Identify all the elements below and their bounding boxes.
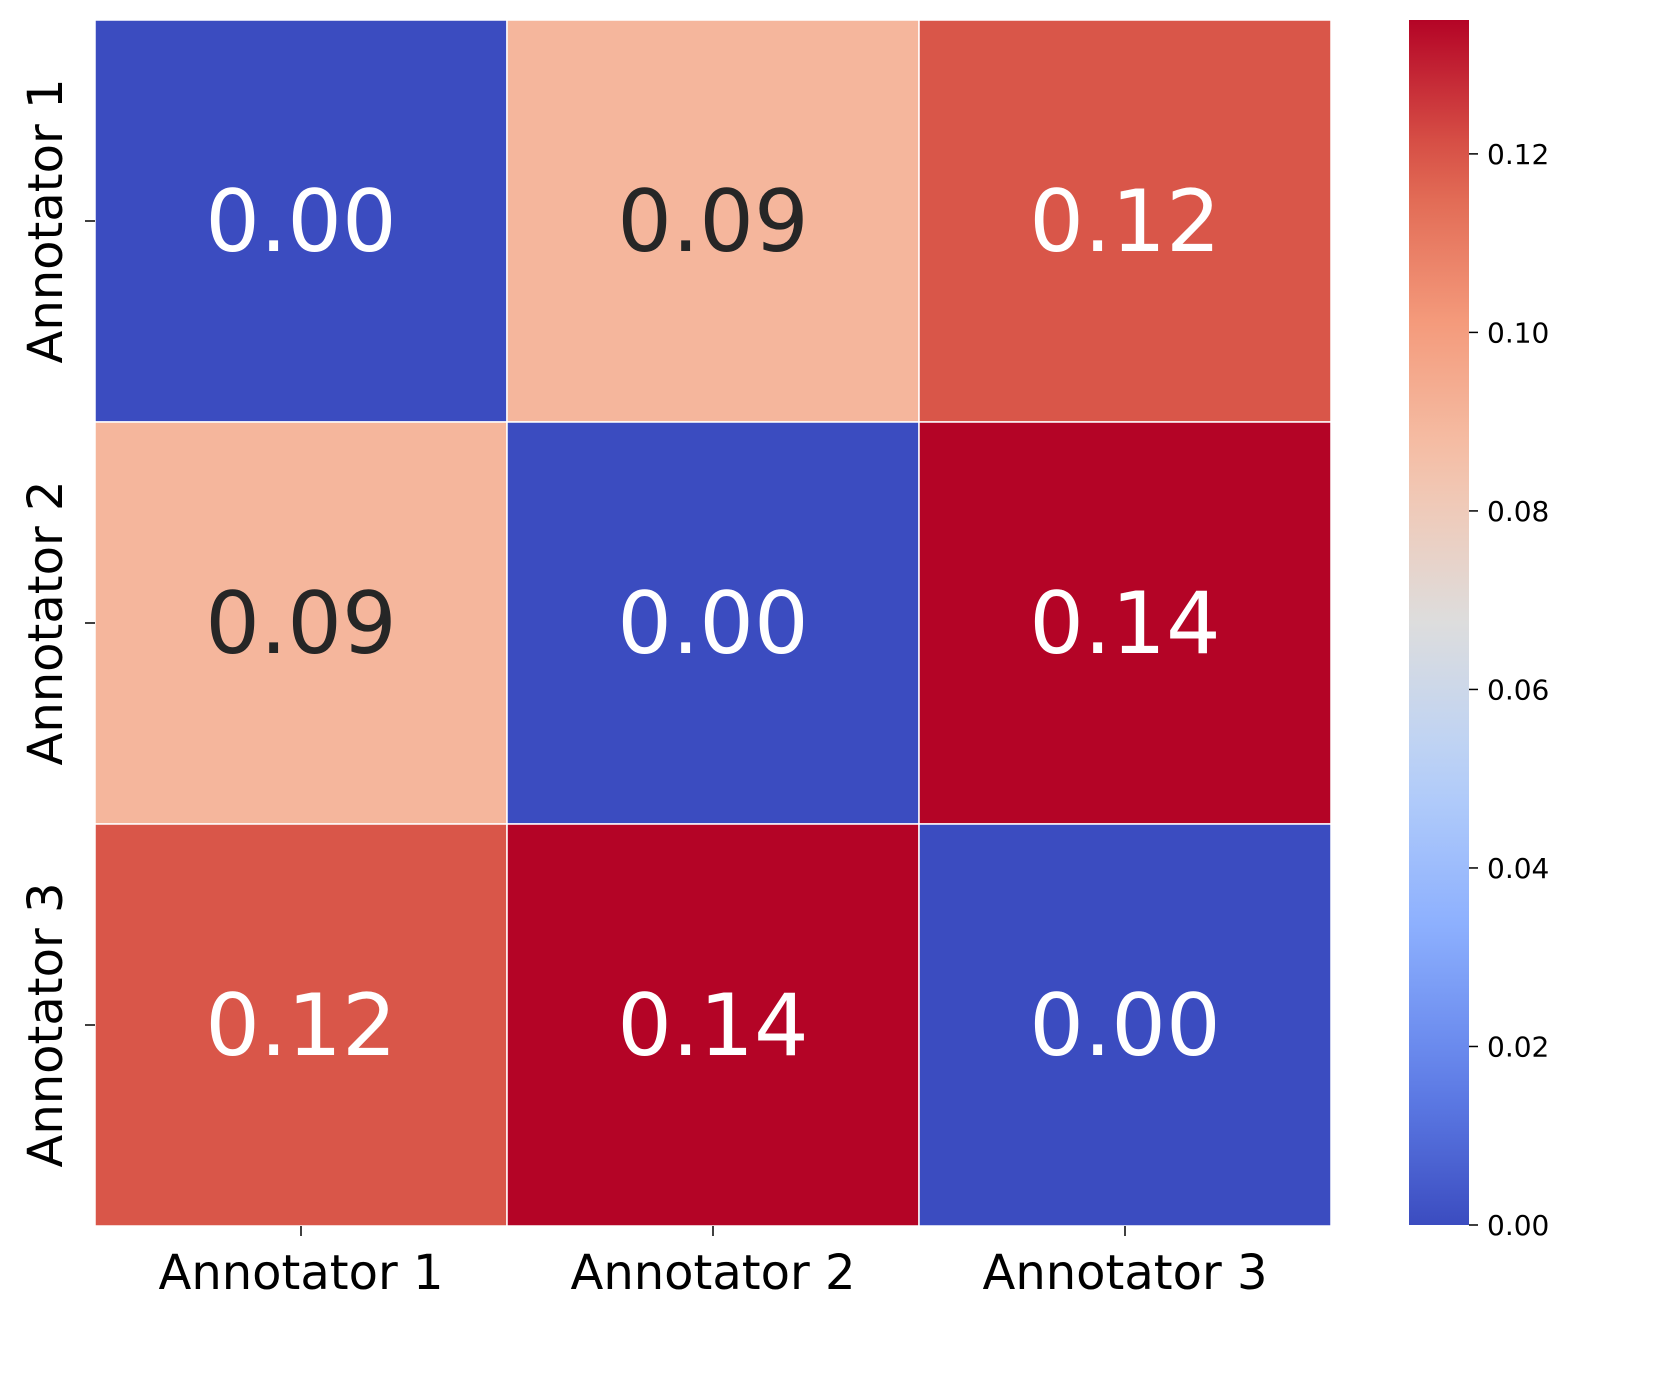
cell-value-label: 0.09 [617,172,808,272]
x-tick-label: Annotator 1 [159,1245,444,1301]
colorbar-ticks: 0.00 0.02 0.04 0.06 0.08 0.10 0.12 [1469,138,1549,1242]
cell-value-label: 0.00 [205,172,396,272]
heatmap-cell [918,19,1332,423]
heatmap-cell [94,19,508,423]
y-tick-label: Annotator 1 [18,79,74,364]
heatmap-cell [94,823,508,1227]
heatmap-cell [506,421,920,825]
colorbar-gradient [1409,20,1469,1225]
cell-value-label: 0.12 [205,976,396,1076]
cell-value-label: 0.12 [1029,172,1220,272]
heatmap-cell [94,421,508,825]
colorbar-tick-label: 0.06 [1487,673,1549,706]
cell-value-label: 0.14 [1029,574,1220,674]
y-tick-label: Annotator 3 [18,883,74,1168]
colorbar-tick-label: 0.02 [1487,1030,1549,1063]
y-tick-label: Annotator 2 [18,481,74,766]
x-tick-label: Annotator 2 [571,1245,856,1301]
cell-value-label: 0.14 [617,976,808,1076]
x-axis: Annotator 1 Annotator 2 Annotator 3 [159,1226,1268,1301]
heatmap-cell [918,421,1332,825]
heatmap-cells [94,19,1332,1227]
cell-value-label: 0.09 [205,574,396,674]
colorbar-tick-label: 0.10 [1487,316,1549,349]
colorbar-tick-label: 0.12 [1487,138,1549,171]
colorbar [1409,20,1469,1225]
colorbar-tick-label: 0.00 [1487,1209,1549,1242]
y-axis: Annotator 1 Annotator 2 Annotator 3 [18,79,95,1168]
heatmap-cell-labels: 0.00 0.09 0.12 0.09 0.00 0.14 0.12 0.14 0.00 [205,172,1220,1076]
cell-value-label: 0.00 [617,574,808,674]
x-tick-label: Annotator 3 [983,1245,1268,1301]
colorbar-tick-label: 0.04 [1487,852,1549,885]
colorbar-tick-label: 0.08 [1487,495,1549,528]
heatmap-cell [506,19,920,423]
heatmap-cell [506,823,920,1227]
cell-value-label: 0.00 [1029,976,1220,1076]
